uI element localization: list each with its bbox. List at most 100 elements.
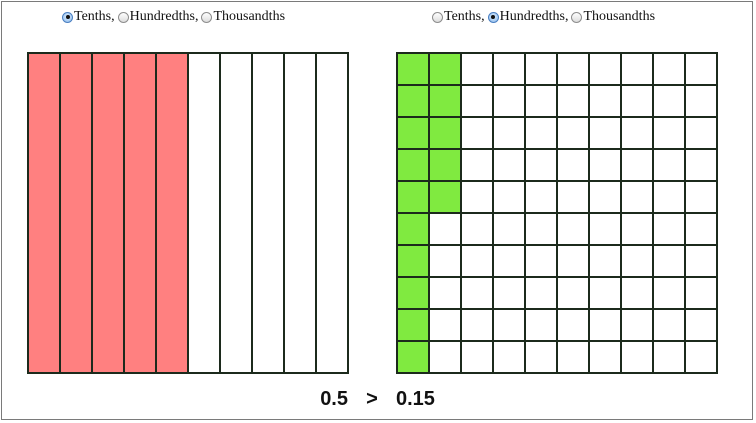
empty-cell[interactable] (684, 148, 718, 182)
empty-cell[interactable] (588, 116, 622, 150)
radio-icon[interactable] (201, 11, 213, 23)
shaded-cell[interactable] (396, 148, 430, 182)
shaded-cell[interactable] (123, 52, 157, 374)
empty-cell[interactable] (652, 148, 686, 182)
empty-cell[interactable] (684, 308, 718, 342)
empty-cell[interactable] (187, 52, 221, 374)
empty-cell[interactable] (588, 340, 622, 374)
empty-cell[interactable] (620, 340, 654, 374)
empty-cell[interactable] (460, 244, 494, 278)
radio-icon[interactable] (571, 11, 583, 23)
empty-cell[interactable] (428, 340, 462, 374)
empty-cell[interactable] (460, 84, 494, 118)
empty-cell[interactable] (556, 340, 590, 374)
empty-cell[interactable] (460, 180, 494, 214)
shaded-cell[interactable] (396, 212, 430, 246)
right-radio-tenths[interactable]: Tenths, (432, 9, 488, 25)
shaded-cell[interactable] (396, 244, 430, 278)
empty-cell[interactable] (588, 244, 622, 278)
empty-cell[interactable] (652, 52, 686, 86)
shaded-cell[interactable] (396, 84, 430, 118)
empty-cell[interactable] (620, 52, 654, 86)
empty-cell[interactable] (652, 116, 686, 150)
empty-cell[interactable] (524, 212, 558, 246)
empty-cell[interactable] (492, 308, 526, 342)
empty-cell[interactable] (524, 148, 558, 182)
empty-cell[interactable] (652, 180, 686, 214)
radio-icon[interactable] (432, 11, 443, 23)
empty-cell[interactable] (588, 276, 622, 310)
empty-cell[interactable] (428, 212, 462, 246)
empty-cell[interactable] (652, 244, 686, 278)
empty-cell[interactable] (524, 116, 558, 150)
empty-cell[interactable] (492, 244, 526, 278)
empty-cell[interactable] (684, 84, 718, 118)
empty-cell[interactable] (588, 212, 622, 246)
shaded-cell[interactable] (428, 180, 462, 214)
shaded-cell[interactable] (27, 52, 61, 374)
shaded-cell[interactable] (428, 116, 462, 150)
empty-cell[interactable] (556, 212, 590, 246)
empty-cell[interactable] (251, 52, 285, 374)
left-radio-hundredths[interactable]: Hundredths, (117, 9, 202, 25)
empty-cell[interactable] (684, 340, 718, 374)
empty-cell[interactable] (524, 340, 558, 374)
empty-cell[interactable] (460, 52, 494, 86)
radio-icon[interactable] (117, 11, 129, 23)
empty-cell[interactable] (556, 52, 590, 86)
shaded-cell[interactable] (396, 180, 430, 214)
empty-cell[interactable] (492, 116, 526, 150)
empty-cell[interactable] (620, 276, 654, 310)
left-radio-tenths[interactable]: Tenths, (62, 9, 118, 25)
empty-cell[interactable] (652, 340, 686, 374)
empty-cell[interactable] (556, 180, 590, 214)
shaded-cell[interactable] (59, 52, 93, 374)
empty-cell[interactable] (460, 308, 494, 342)
empty-cell[interactable] (684, 244, 718, 278)
empty-cell[interactable] (428, 308, 462, 342)
empty-cell[interactable] (219, 52, 253, 374)
empty-cell[interactable] (588, 308, 622, 342)
right-radio-thousandths[interactable]: Thousandths (571, 9, 655, 25)
empty-cell[interactable] (620, 148, 654, 182)
empty-cell[interactable] (620, 212, 654, 246)
empty-cell[interactable] (524, 308, 558, 342)
empty-cell[interactable] (684, 180, 718, 214)
right-radio-hundredths[interactable]: Hundredths, (487, 9, 572, 25)
empty-cell[interactable] (556, 276, 590, 310)
empty-cell[interactable] (524, 244, 558, 278)
empty-cell[interactable] (492, 276, 526, 310)
empty-cell[interactable] (684, 276, 718, 310)
empty-cell[interactable] (556, 116, 590, 150)
empty-cell[interactable] (283, 52, 317, 374)
empty-cell[interactable] (652, 212, 686, 246)
empty-cell[interactable] (620, 84, 654, 118)
radio-icon[interactable] (487, 11, 499, 23)
empty-cell[interactable] (492, 340, 526, 374)
empty-cell[interactable] (492, 52, 526, 86)
shaded-cell[interactable] (396, 52, 430, 86)
empty-cell[interactable] (460, 212, 494, 246)
empty-cell[interactable] (315, 52, 349, 374)
empty-cell[interactable] (556, 84, 590, 118)
empty-cell[interactable] (620, 244, 654, 278)
empty-cell[interactable] (556, 148, 590, 182)
empty-cell[interactable] (556, 308, 590, 342)
empty-cell[interactable] (460, 116, 494, 150)
empty-cell[interactable] (684, 212, 718, 246)
empty-cell[interactable] (652, 84, 686, 118)
empty-cell[interactable] (620, 180, 654, 214)
empty-cell[interactable] (492, 180, 526, 214)
empty-cell[interactable] (524, 52, 558, 86)
empty-cell[interactable] (492, 212, 526, 246)
empty-cell[interactable] (460, 148, 494, 182)
shaded-cell[interactable] (396, 116, 430, 150)
empty-cell[interactable] (460, 276, 494, 310)
empty-cell[interactable] (588, 180, 622, 214)
empty-cell[interactable] (684, 52, 718, 86)
radio-icon[interactable] (62, 11, 73, 23)
shaded-cell[interactable] (91, 52, 125, 374)
empty-cell[interactable] (524, 84, 558, 118)
empty-cell[interactable] (492, 148, 526, 182)
left-decimal-model[interactable] (27, 52, 349, 374)
